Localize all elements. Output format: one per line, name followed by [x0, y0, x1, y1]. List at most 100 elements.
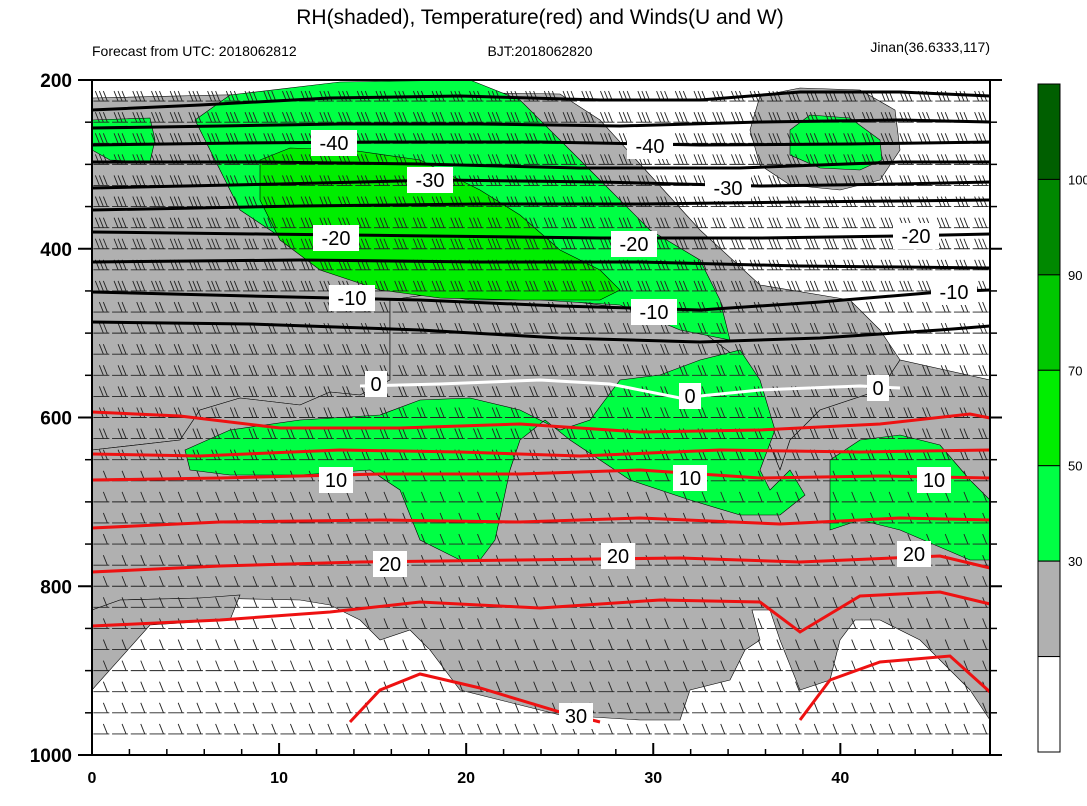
wind-barb: [336, 112, 353, 123]
contour-label: -40: [320, 133, 349, 155]
wind-barb: [860, 280, 877, 292]
wind-barb: [598, 365, 615, 376]
wind-barb: [168, 365, 185, 376]
wind-barb: [673, 154, 690, 165]
wind-barb: [93, 365, 110, 376]
wind-barb: [729, 217, 746, 229]
plot-area: -40 -40 -30 -30 -20 -20 -20 -10 -10 -10 0 0 0 10 10 10 2…: [91, 79, 992, 756]
contour-label: -30: [714, 178, 743, 200]
wind-barb: [280, 238, 297, 250]
wind-barb: [112, 365, 129, 376]
wind-barb: [729, 238, 746, 250]
wind-barb: [766, 217, 783, 229]
wind-barb: [523, 280, 540, 292]
wind-barb: [916, 344, 933, 355]
wind-barb: [504, 365, 521, 376]
wind-barb: [186, 112, 203, 123]
wind-barb: [130, 365, 147, 376]
wind-barb: [467, 344, 484, 355]
wind-barb: [486, 280, 503, 292]
wind-barb: [299, 217, 316, 229]
wind-barb: [523, 217, 540, 229]
wind-barb: [336, 90, 353, 102]
wind-barb: [261, 344, 278, 355]
wind-barb: [710, 280, 727, 292]
wind-barb: [822, 322, 839, 334]
wind-barb: [635, 344, 652, 355]
wind-barb: [317, 112, 334, 123]
wind-barb: [692, 280, 709, 292]
wind-barb: [112, 90, 129, 102]
wind-barb: [822, 344, 839, 355]
wind-barb: [411, 280, 428, 292]
wind-barb: [804, 217, 821, 229]
wind-barb: [243, 238, 260, 250]
wind-barb: [841, 322, 858, 334]
wind-barb: [673, 238, 690, 250]
colorbar-swatch: [1037, 560, 1061, 658]
wind-barb: [224, 238, 241, 250]
wind-barb: [504, 238, 521, 250]
wind-barb: [430, 344, 447, 355]
wind-barb: [448, 238, 465, 250]
wind-barb: [710, 154, 727, 165]
y-tick-label: 1000: [30, 746, 72, 767]
wind-barb: [617, 280, 634, 292]
wind-barb: [654, 112, 671, 123]
rh-green-topright: [789, 114, 883, 171]
wind-barb: [860, 301, 877, 313]
wind-barb: [243, 280, 260, 292]
wind-barb: [168, 217, 185, 229]
wind-barb: [299, 280, 316, 292]
wind-barb: [860, 238, 877, 250]
wind-barb: [392, 112, 409, 123]
x-tick-label: 10: [270, 770, 288, 787]
wind-barb: [168, 322, 185, 334]
colorbar-swatch: [1037, 656, 1061, 753]
wind-barb: [93, 133, 110, 144]
wind-barb: [542, 112, 559, 123]
wind-barb: [916, 280, 933, 292]
wind-barb: [130, 301, 147, 313]
wind-barb: [766, 344, 783, 355]
contour-label: 30: [565, 706, 587, 728]
wind-barb: [523, 344, 540, 355]
y-tick-label: 800: [40, 577, 72, 598]
wind-barb: [972, 301, 989, 313]
wind-barb: [542, 280, 559, 292]
wind-barb: [804, 238, 821, 250]
wind-barb: [879, 344, 896, 355]
wind-barb: [448, 365, 465, 376]
wind-barb: [112, 112, 129, 123]
wind-barb: [654, 344, 671, 355]
wind-barb: [430, 301, 447, 313]
wind-barb: [149, 365, 166, 376]
wind-barb: [897, 301, 914, 313]
wind-barb: [617, 112, 634, 123]
wind-barb: [467, 238, 484, 250]
wind-barb: [130, 344, 147, 355]
wind-barb: [579, 238, 596, 250]
contour-label: -10: [640, 302, 669, 324]
contour-label: -40: [636, 136, 665, 158]
wind-barb: [486, 238, 503, 250]
wind-barb: [617, 217, 634, 229]
wind-barb: [411, 112, 428, 123]
wind-barb: [841, 344, 858, 355]
wind-barb: [504, 280, 521, 292]
wind-barb: [280, 217, 297, 229]
wind-barb: [205, 238, 222, 250]
wind-barb: [299, 301, 316, 313]
y-tick-label: 400: [40, 240, 72, 261]
wind-barb: [411, 365, 428, 376]
wind-barb: [112, 344, 129, 355]
wind-barb: [130, 196, 147, 208]
wind-barb: [504, 154, 521, 165]
wind-barb: [710, 344, 727, 355]
wind-barb: [822, 280, 839, 292]
wind-barb: [448, 301, 465, 313]
wind-barb: [355, 112, 372, 123]
wind-barb: [542, 217, 559, 229]
wind-barb: [373, 238, 390, 250]
contour-label: 20: [607, 546, 629, 568]
